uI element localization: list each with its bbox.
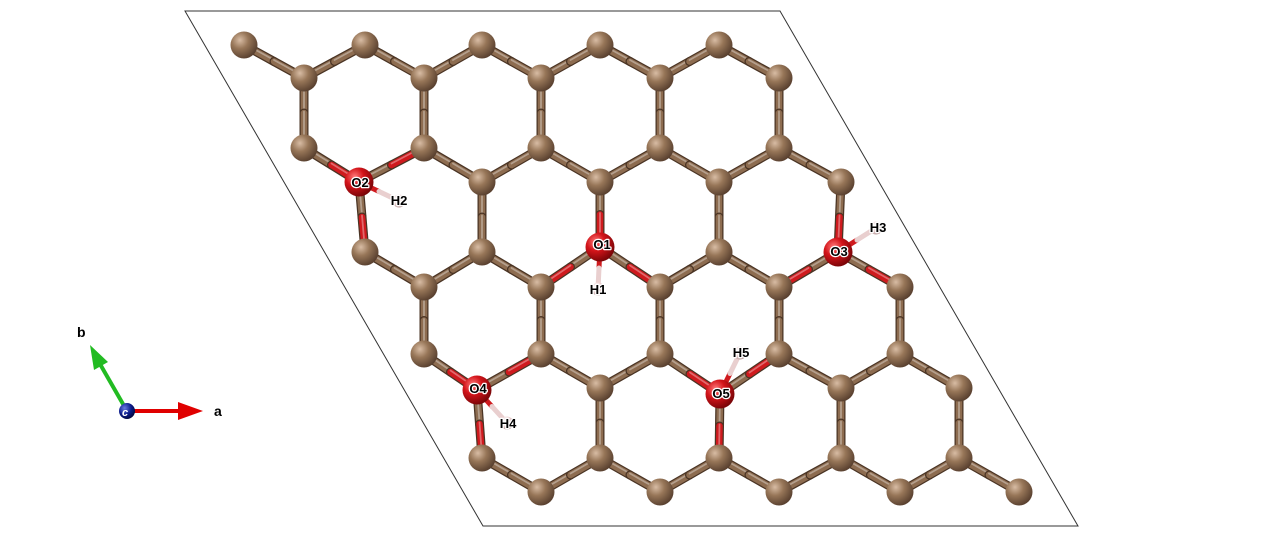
carbon-atom[interactable]	[945, 374, 973, 402]
carbon-atom[interactable]	[827, 444, 855, 472]
carbon-atom[interactable]	[646, 64, 674, 92]
carbon-atom[interactable]	[410, 273, 438, 301]
hydrogen-atom-h2[interactable]	[392, 194, 406, 208]
carbon-atom[interactable]	[705, 168, 733, 196]
atom-label-h4: H4	[500, 416, 517, 431]
c-axis-label: c	[122, 407, 128, 419]
c-axis-dot	[119, 403, 135, 419]
oxygen-atom-o4[interactable]	[462, 375, 492, 405]
carbon-atom[interactable]	[230, 31, 258, 59]
carbon-atom[interactable]	[410, 64, 438, 92]
oxygen-atom-o5[interactable]	[705, 379, 735, 409]
carbon-atom[interactable]	[586, 31, 614, 59]
carbon-atom[interactable]	[765, 273, 793, 301]
bond-layer	[239, 40, 1024, 497]
atom-label-o4: O4	[469, 381, 487, 396]
carbon-atom[interactable]	[527, 134, 555, 162]
atom-label-h5: H5	[733, 345, 750, 360]
atom-label-o3: O3	[830, 244, 847, 259]
carbon-atom[interactable]	[586, 444, 614, 472]
carbon-atom[interactable]	[765, 134, 793, 162]
carbon-atom[interactable]	[646, 134, 674, 162]
oxygen-atom-o2[interactable]	[344, 167, 374, 197]
oxygen-atom-o1[interactable]	[585, 232, 615, 262]
carbon-atom[interactable]	[827, 374, 855, 402]
carbon-atom[interactable]	[886, 340, 914, 368]
carbon-atom[interactable]	[765, 478, 793, 506]
atom-label-h1: H1	[590, 282, 607, 297]
carbon-atom[interactable]	[827, 168, 855, 196]
carbon-atom[interactable]	[765, 340, 793, 368]
carbon-atom[interactable]	[290, 64, 318, 92]
carbon-atom[interactable]	[468, 444, 496, 472]
unit-cell-border	[184, 10, 1079, 527]
carbon-atom[interactable]	[351, 31, 379, 59]
atom-layer	[230, 31, 1033, 506]
hydrogen-atom-h1[interactable]	[591, 282, 605, 296]
carbon-atom[interactable]	[527, 478, 555, 506]
carbon-atom[interactable]	[527, 64, 555, 92]
carbon-atom[interactable]	[705, 238, 733, 266]
carbon-atom[interactable]	[351, 238, 379, 266]
hydrogen-atom-h5[interactable]	[733, 346, 747, 360]
carbon-atom[interactable]	[886, 478, 914, 506]
carbon-atom[interactable]	[586, 168, 614, 196]
carbon-atom[interactable]	[705, 31, 733, 59]
carbon-atom[interactable]	[586, 374, 614, 402]
carbon-atom[interactable]	[1005, 478, 1033, 506]
oxygen-atom-o3[interactable]	[823, 237, 853, 267]
atom-label-layer: O1 O2 O3 O4 O5 H1 H2 H3 H4 H5	[350, 174, 887, 433]
atom-label-h2: H2	[391, 193, 408, 208]
b-axis-arrow-shaft	[98, 363, 129, 412]
carbon-atom[interactable]	[468, 238, 496, 266]
atom-label-o1: O1	[593, 237, 610, 252]
carbon-atom[interactable]	[527, 273, 555, 301]
atom-label-h3: H3	[870, 220, 887, 235]
carbon-atom[interactable]	[410, 340, 438, 368]
hydrogen-atom-h3[interactable]	[869, 221, 883, 235]
a-axis-arrowhead	[178, 402, 203, 420]
b-axis-arrowhead	[90, 345, 108, 370]
carbon-atom[interactable]	[705, 444, 733, 472]
carbon-atom[interactable]	[527, 340, 555, 368]
atom-label-o5: O5	[712, 386, 729, 401]
carbon-atom[interactable]	[290, 134, 318, 162]
carbon-atom[interactable]	[468, 168, 496, 196]
carbon-atom[interactable]	[646, 478, 674, 506]
hydrogen-atom-h4[interactable]	[500, 416, 514, 430]
carbon-atom[interactable]	[646, 340, 674, 368]
a-axis-label: a	[214, 403, 222, 419]
b-axis-label: b	[77, 324, 86, 340]
carbon-atom[interactable]	[886, 273, 914, 301]
carbon-atom[interactable]	[468, 31, 496, 59]
carbon-atom[interactable]	[410, 134, 438, 162]
atom-label-o2: O2	[351, 175, 368, 190]
carbon-atom[interactable]	[765, 64, 793, 92]
carbon-atom[interactable]	[945, 444, 973, 472]
axis-compass: c a b	[77, 324, 222, 420]
carbon-atom[interactable]	[646, 273, 674, 301]
